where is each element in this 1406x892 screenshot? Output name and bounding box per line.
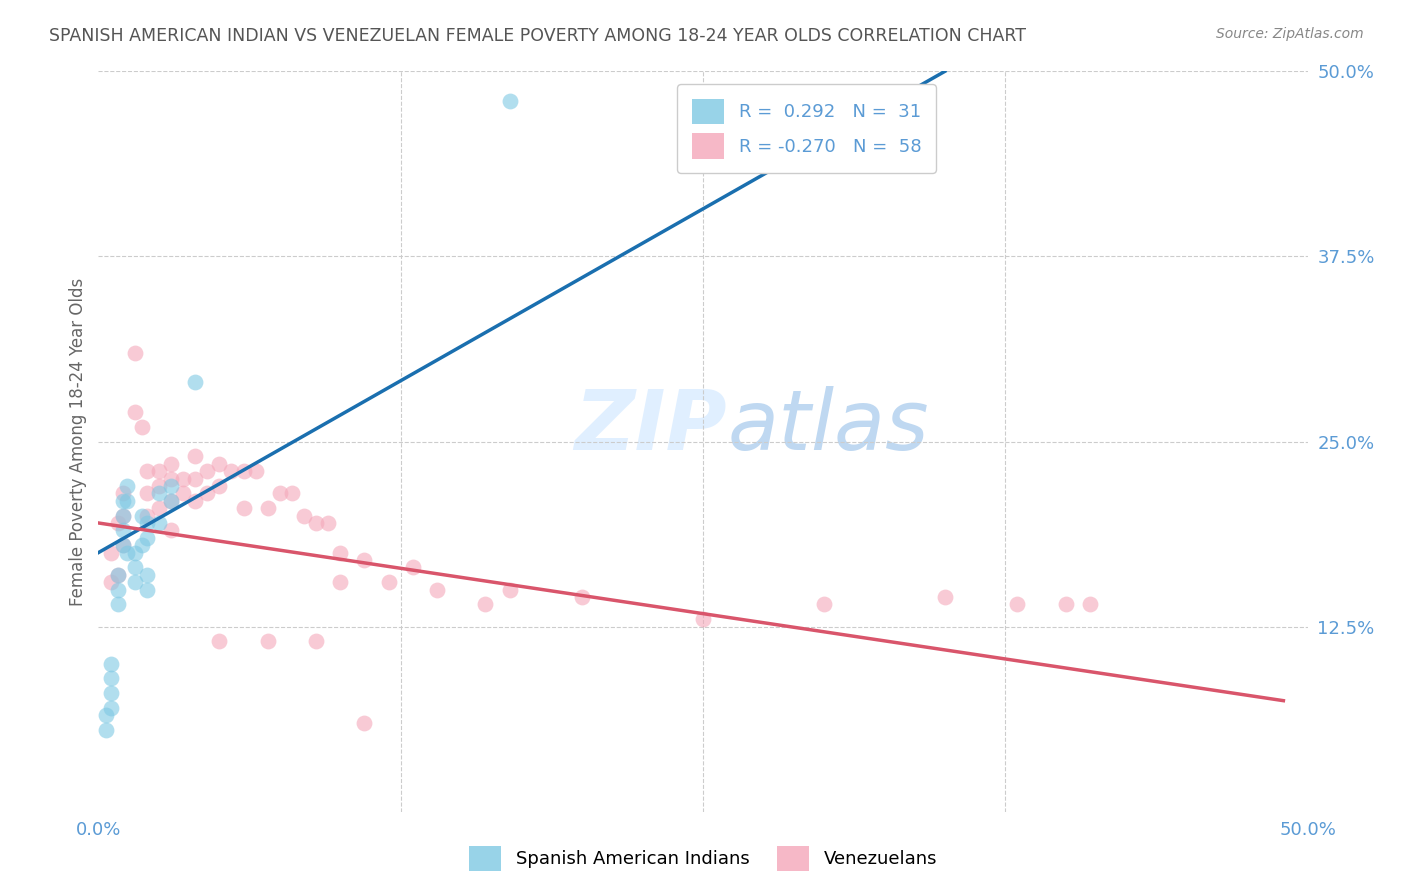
Point	[934, 590, 956, 604]
Point	[498, 582, 520, 597]
Point	[1007, 598, 1029, 612]
Point	[571, 590, 593, 604]
Point	[160, 493, 183, 508]
Point	[692, 612, 714, 626]
Point	[426, 582, 449, 597]
Text: Source: ZipAtlas.com: Source: ZipAtlas.com	[1216, 27, 1364, 41]
Point	[402, 560, 425, 574]
Point	[281, 486, 304, 500]
Point	[184, 471, 207, 485]
Point	[353, 715, 375, 730]
Point	[148, 479, 170, 493]
Point	[184, 493, 207, 508]
Point	[107, 567, 129, 582]
Point	[148, 501, 170, 516]
Point	[135, 486, 157, 500]
Point	[195, 486, 218, 500]
Point	[208, 457, 231, 471]
Point	[1054, 598, 1077, 612]
Point	[117, 479, 139, 493]
Legend: Spanish American Indians, Venezuelans: Spanish American Indians, Venezuelans	[461, 838, 945, 879]
Point	[305, 634, 328, 648]
Point	[269, 486, 291, 500]
Point	[208, 479, 231, 493]
Point	[94, 723, 117, 738]
Point	[160, 479, 183, 493]
Point	[107, 582, 129, 597]
Point	[813, 598, 835, 612]
Point	[111, 508, 134, 523]
Point	[377, 575, 399, 590]
Point	[160, 457, 183, 471]
Point	[160, 493, 183, 508]
Point	[100, 701, 122, 715]
Point	[94, 708, 117, 723]
Point	[124, 560, 146, 574]
Point	[172, 486, 194, 500]
Point	[184, 376, 207, 390]
Point	[124, 575, 146, 590]
Point	[124, 345, 146, 359]
Point	[100, 686, 122, 700]
Point	[245, 464, 267, 478]
Point	[135, 464, 157, 478]
Point	[305, 516, 328, 530]
Point	[100, 575, 122, 590]
Point	[329, 575, 352, 590]
Point	[316, 516, 339, 530]
Point	[131, 508, 153, 523]
Point	[111, 524, 134, 538]
Point	[148, 516, 170, 530]
Point	[208, 634, 231, 648]
Text: atlas: atlas	[727, 386, 929, 467]
Point	[107, 598, 129, 612]
Text: SPANISH AMERICAN INDIAN VS VENEZUELAN FEMALE POVERTY AMONG 18-24 YEAR OLDS CORRE: SPANISH AMERICAN INDIAN VS VENEZUELAN FE…	[49, 27, 1026, 45]
Point	[111, 508, 134, 523]
Point	[172, 471, 194, 485]
Point	[329, 546, 352, 560]
Point	[111, 538, 134, 552]
Y-axis label: Female Poverty Among 18-24 Year Olds: Female Poverty Among 18-24 Year Olds	[69, 277, 87, 606]
Point	[111, 538, 134, 552]
Point	[221, 464, 243, 478]
Point	[117, 546, 139, 560]
Point	[256, 501, 278, 516]
Point	[135, 516, 157, 530]
Point	[117, 493, 139, 508]
Point	[232, 501, 254, 516]
Point	[100, 546, 122, 560]
Point	[111, 486, 134, 500]
Point	[124, 546, 146, 560]
Point	[353, 553, 375, 567]
Point	[256, 634, 278, 648]
Point	[148, 464, 170, 478]
Point	[131, 419, 153, 434]
Point	[292, 508, 315, 523]
Text: ZIP: ZIP	[575, 386, 727, 467]
Point	[107, 516, 129, 530]
Point	[232, 464, 254, 478]
Point	[111, 493, 134, 508]
Point	[160, 471, 183, 485]
Point	[124, 405, 146, 419]
Point	[1078, 598, 1101, 612]
Point	[148, 486, 170, 500]
Point	[135, 567, 157, 582]
Legend: R =  0.292   N =  31, R = -0.270   N =  58: R = 0.292 N = 31, R = -0.270 N = 58	[678, 84, 936, 173]
Point	[135, 508, 157, 523]
Point	[107, 567, 129, 582]
Point	[184, 450, 207, 464]
Point	[135, 531, 157, 545]
Point	[498, 94, 520, 108]
Point	[474, 598, 496, 612]
Point	[131, 538, 153, 552]
Point	[100, 657, 122, 671]
Point	[160, 524, 183, 538]
Point	[100, 672, 122, 686]
Point	[195, 464, 218, 478]
Point	[135, 582, 157, 597]
